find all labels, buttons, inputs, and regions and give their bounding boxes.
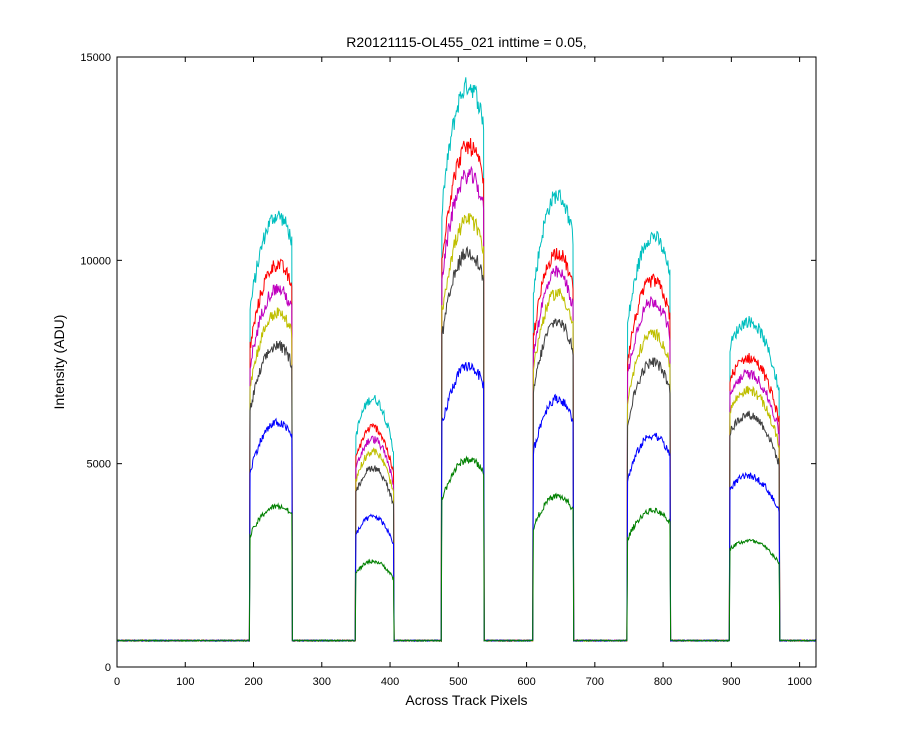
series-line-7 [116,455,817,643]
x-tick-label: 900 [722,676,740,688]
x-tick-label: 400 [381,676,399,688]
y-axis-label: Intensity (ADU) [51,315,67,410]
x-tick-label: 200 [244,676,262,688]
x-tick-label: 0 [114,676,120,688]
x-tick-label: 700 [586,676,604,688]
series-layer [116,77,817,643]
plot-area [117,57,816,667]
chart-title: R20121115-OL455_021 inttime = 0.05, [346,34,586,50]
ticks-layer: 0 100 200 300 400 500 600 700 800 900 100005000100… [80,52,816,688]
x-tick-label: 800 [654,676,672,688]
x-tick-label: 600 [517,676,535,688]
x-tick-label: 1000 [787,676,811,688]
y-tick-label: 0 [105,662,111,674]
plot-frame [116,56,817,668]
x-tick-label: 500 [449,676,467,688]
x-tick-label: 100 [176,676,194,688]
y-tick-label: 10000 [80,255,111,267]
y-tick-label: 5000 [87,459,111,471]
x-axis-label: Across Track Pixels [405,692,527,708]
x-tick-label: 300 [313,676,331,688]
y-tick-label: 15000 [80,52,111,64]
